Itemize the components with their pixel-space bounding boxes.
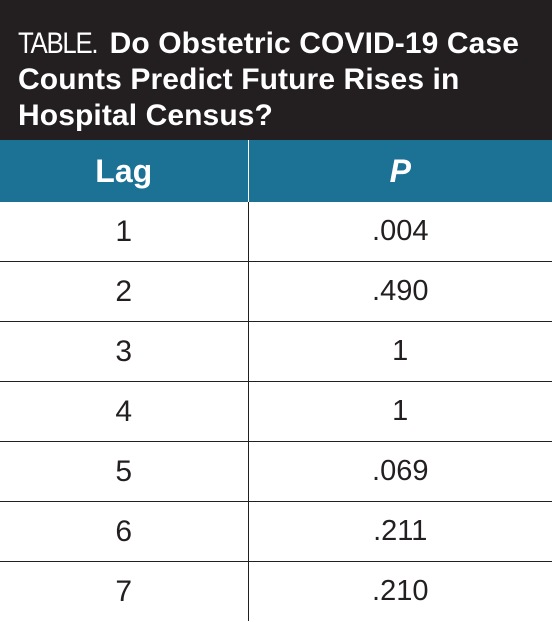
column-header-lag: Lag [0,140,248,202]
table-title-text: Do Obstetric COVID-19 Case Counts Predic… [18,27,519,132]
lag-cell: 2 [0,261,248,322]
p-value-cell: 1 [247,381,552,442]
lag-cell: 5 [0,441,248,502]
table-row: 7 .210 [0,561,552,621]
data-table: Lag P 1 .004 2 .490 3 1 4 1 5 .0 [0,140,552,621]
table-row: 5 .069 [0,441,552,502]
table-row: 6 .211 [0,501,552,562]
table-header: Lag P [0,140,552,202]
p-value-cell: .004 [247,202,552,262]
table-row: 2 .490 [0,261,552,322]
title-bar: TABLE. Do Obstetric COVID-19 Case Counts… [0,0,552,140]
table-row: 1 .004 [0,202,552,262]
lag-cell: 1 [0,202,248,262]
lag-cell: 7 [115,574,133,608]
table-body: 1 .004 2 .490 3 1 4 1 5 .069 6 .211 [0,202,552,621]
table-title: TABLE. Do Obstetric COVID-19 Case Counts… [18,26,534,134]
p-value-cell: 1 [247,321,552,382]
lag-cell: 4 [0,381,248,442]
lag-cell: 6 [0,501,248,562]
column-header-p: P [247,140,552,202]
header-row: Lag P [0,140,552,202]
p-value-cell: .490 [247,261,552,322]
p-value-cell: .069 [247,441,552,502]
table-row: 4 1 [0,381,552,442]
p-value-cell: .211 [247,501,552,562]
lag-cell: 3 [0,321,248,382]
p-value-cell: .210 [247,561,552,621]
table-label: TABLE. [18,27,99,60]
table-row: 3 1 [0,321,552,382]
